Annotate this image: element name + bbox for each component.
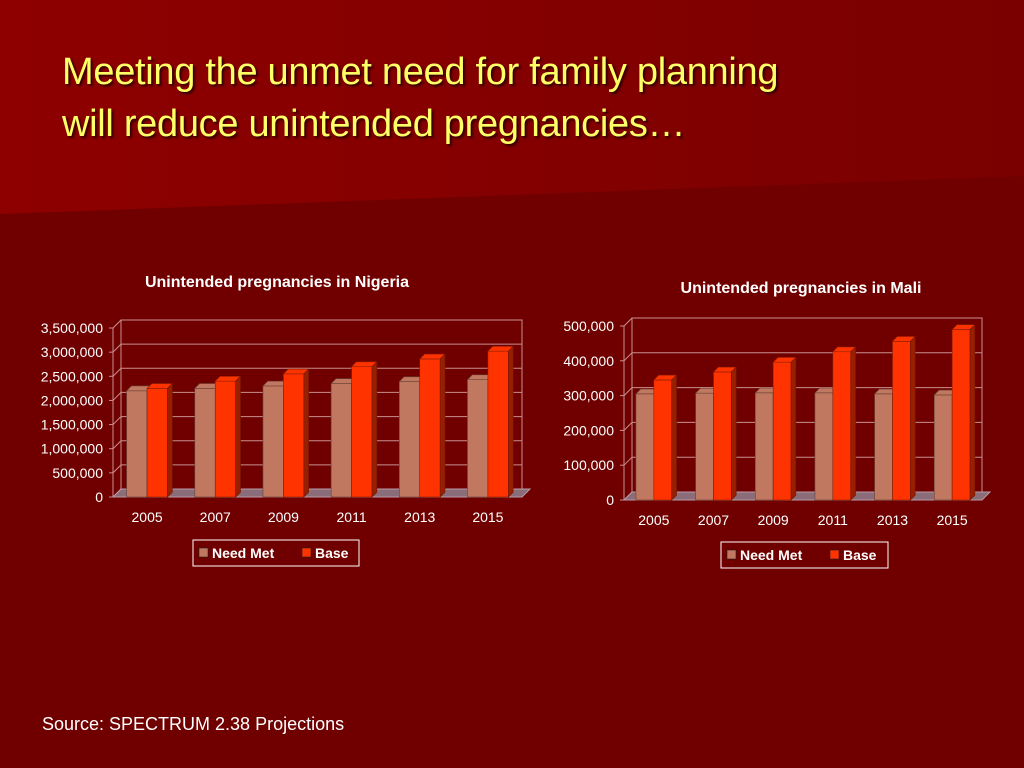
bar-mali-base-2015: [951, 323, 976, 501]
plot-frame-mali: [623, 317, 983, 501]
x-tick-label-mali: 2015: [937, 512, 968, 528]
y-tick-label-mali: 0: [606, 492, 614, 508]
plot-frame-nigeria: [112, 319, 523, 498]
legend-label-nigeria-need-met: Need Met: [212, 545, 275, 561]
x-tick-label-nigeria: 2009: [268, 509, 299, 525]
legend-label-nigeria-base: Base: [315, 545, 349, 561]
y-tick-label-mali: 200,000: [563, 422, 614, 438]
bar-mali-base-2013: [891, 335, 916, 501]
bar-nigeria-base-2011: [350, 361, 378, 498]
y-tick-label-nigeria: 2,500,000: [41, 368, 103, 384]
bar-mali-base-2007: [712, 366, 737, 501]
x-tick-label-mali: 2009: [758, 512, 789, 528]
slide-title: Meeting the unmet need for family planni…: [62, 46, 778, 150]
bar-nigeria-base-2013: [419, 353, 446, 498]
bar-nigeria-base-2007: [214, 375, 242, 498]
y-tick-label-nigeria: 3,500,000: [41, 320, 103, 336]
gridline-nigeria: [112, 319, 522, 329]
y-tick-label-nigeria: 1,500,000: [41, 417, 103, 433]
bar-mali-base-2009: [772, 356, 797, 501]
legend-swatch-nigeria-base: [301, 547, 312, 558]
gridline-mali: [623, 421, 982, 431]
legend-swatch-mali-base: [829, 549, 840, 560]
gridline-nigeria: [112, 464, 522, 474]
gridline-mali: [623, 317, 982, 327]
x-tick-label-nigeria: 2011: [337, 509, 367, 525]
x-tick-label-nigeria: 2015: [472, 509, 503, 525]
bar-nigeria-base-2015: [487, 345, 514, 498]
legend-box-mali: [720, 541, 889, 569]
x-tick-label-nigeria: 2007: [200, 509, 231, 525]
x-tick-label-mali: 2007: [698, 512, 729, 528]
legend-label-mali-need-met: Need Met: [740, 547, 803, 563]
gridline-nigeria: [112, 391, 522, 401]
legend-label-mali-base: Base: [843, 547, 877, 563]
slide-title-line-1: Meeting the unmet need for family planni…: [62, 51, 779, 93]
bar-mali-base-2005: [653, 374, 678, 501]
x-tick-label-mali: 2011: [818, 512, 848, 528]
bar-nigeria-base-2009: [282, 368, 310, 498]
y-tick-label-nigeria: 0: [95, 489, 103, 505]
chart-mali: 0 100,000 200,000 300,000 400,000 500,000 2005…: [563, 280, 992, 569]
legend-mali: Need Met Base: [720, 541, 889, 569]
x-tick-label-mali: 2005: [638, 512, 669, 528]
gridline-nigeria: [112, 367, 522, 377]
legend-swatch-nigeria-need-met: [198, 547, 209, 558]
chart-title-nigeria: Unintended pregnancies in Nigeria: [145, 274, 409, 291]
bar-mali-base-2011: [832, 346, 857, 501]
gridline-nigeria: [112, 440, 522, 450]
y-tick-label-nigeria: 2,000,000: [41, 392, 103, 408]
legend-nigeria: Need Met Base: [192, 539, 360, 567]
bar-nigeria-base-2005: [146, 382, 174, 498]
y-tick-label-mali: 300,000: [563, 388, 614, 404]
x-tick-label-nigeria: 2013: [404, 509, 435, 525]
chart-nigeria: 0 500,000 1,000,000 1,500,000 2,000,000 2,500…: [41, 274, 532, 567]
legend-box-nigeria: [192, 539, 360, 567]
x-tick-label-mali: 2013: [877, 512, 908, 528]
y-tick-label-mali: 400,000: [563, 353, 614, 369]
y-tick-label-mali: 100,000: [563, 457, 614, 473]
y-tick-label-nigeria: 500,000: [52, 465, 103, 481]
chart-title-mali: Unintended pregnancies in Mali: [681, 280, 922, 297]
gridline-mali: [623, 387, 982, 396]
y-tick-label-nigeria: 3,000,000: [41, 344, 103, 360]
y-tick-label-mali: 500,000: [563, 318, 614, 334]
gridline-mali: [623, 352, 982, 362]
gridline-mali: [623, 456, 982, 466]
slide-title-line-2: will reduce unintended pregnancies…: [62, 103, 686, 145]
gridline-nigeria: [112, 416, 522, 425]
y-tick-label-nigeria: 1,000,000: [41, 441, 103, 457]
legend-swatch-mali-need-met: [726, 549, 737, 560]
x-tick-label-nigeria: 2005: [132, 509, 163, 525]
source-note: Source: SPECTRUM 2.38 Projections: [42, 714, 345, 734]
gridline-nigeria: [112, 343, 522, 353]
